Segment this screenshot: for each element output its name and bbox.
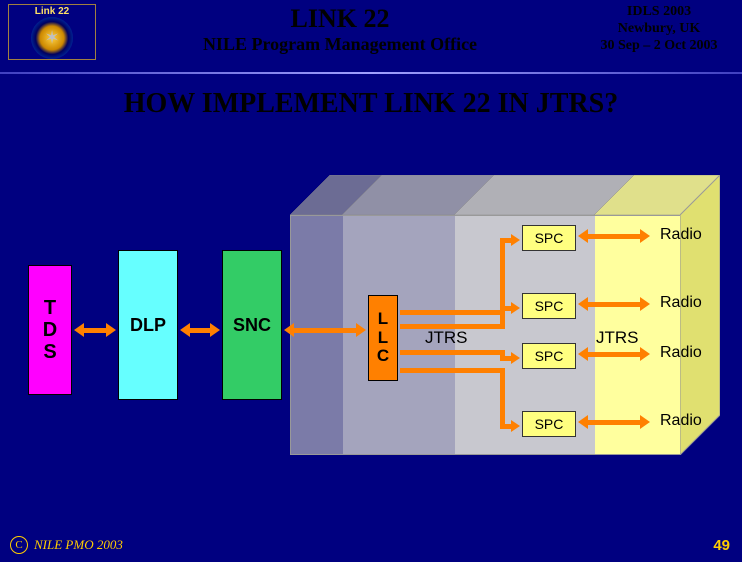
- logo-label: Link 22: [35, 6, 69, 17]
- header-divider: [0, 72, 742, 74]
- title-block: LINK 22 NILE Program Management Office: [96, 4, 584, 55]
- logo: Link 22 ✶: [8, 4, 96, 60]
- page-title: LINK 22: [96, 4, 584, 34]
- meta-event: IDLS 2003: [584, 4, 734, 21]
- page-subtitle: NILE Program Management Office: [96, 34, 584, 55]
- header: Link 22 ✶ LINK 22 NILE Program Managemen…: [0, 0, 742, 74]
- meta-dates: 30 Sep – 2 Oct 2003: [584, 38, 734, 55]
- event-meta: IDLS 2003 Newbury, UK 30 Sep – 2 Oct 200…: [584, 4, 734, 54]
- slide-question: HOW IMPLEMENT LINK 22 IN JTRS?: [0, 88, 742, 120]
- meta-location: Newbury, UK: [584, 21, 734, 38]
- logo-emblem: ✶: [31, 17, 73, 59]
- footer-copyright: C NILE PMO 2003: [10, 536, 123, 554]
- compass-icon: ✶: [44, 27, 59, 48]
- page-number: 49: [713, 537, 730, 554]
- architecture-diagram: TDSDLPSNCLLCSPCSPCSPCSPCRadioRadioRadioR…: [0, 150, 742, 500]
- llc-spc-connector-3: [0, 150, 742, 500]
- copyright-text: NILE PMO 2003: [34, 537, 123, 553]
- copyright-icon: C: [10, 536, 28, 554]
